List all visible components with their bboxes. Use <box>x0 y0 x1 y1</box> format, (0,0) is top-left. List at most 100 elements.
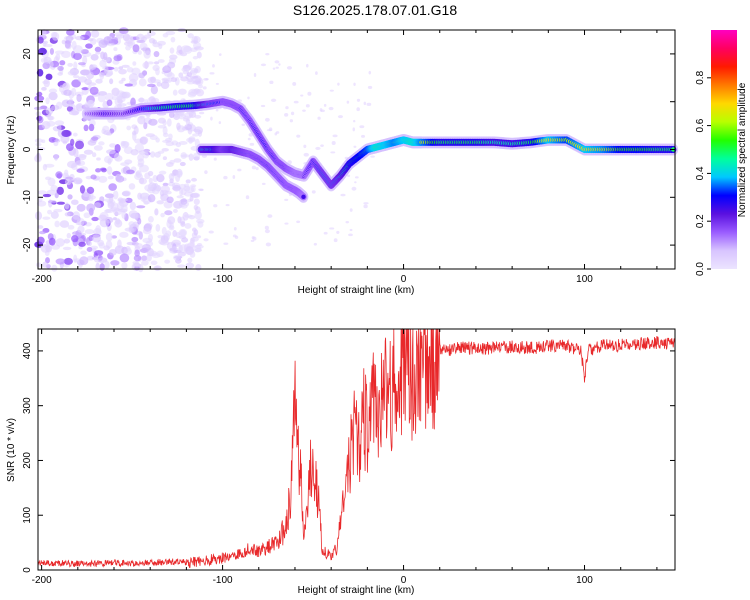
heatmap-cell <box>223 175 228 180</box>
heatmap-cell <box>185 262 195 269</box>
heatmap-cell <box>203 238 209 242</box>
heatmap-cell <box>55 171 63 179</box>
heatmap-cell <box>301 194 306 200</box>
heatmap-cell <box>215 108 219 112</box>
heatmap-cell <box>111 235 118 239</box>
heatmap-cell <box>223 242 229 245</box>
heatmap-cell <box>124 227 134 232</box>
heatmap-cell <box>128 73 139 83</box>
heatmap-cell <box>150 97 160 104</box>
colorbar-tick-label: 0.2 <box>695 214 706 228</box>
heatmap-cell <box>121 64 130 68</box>
heatmap-cell <box>80 250 87 256</box>
heatmap-cell <box>78 241 86 247</box>
heatmap-cell <box>213 157 217 161</box>
y-tick-label: 20 <box>22 48 33 60</box>
snr-axes: -200 -100 0 100 0 100 200 300 400 <box>22 329 675 586</box>
heatmap-cell <box>133 125 139 135</box>
heatmap-cell <box>65 176 74 180</box>
heatmap-cell <box>87 99 95 107</box>
heatmap-cell <box>317 116 321 120</box>
heatmap-cell <box>323 231 328 235</box>
heatmap-cell <box>71 235 79 243</box>
spectrogram-xlabel: Height of straight line (km) <box>298 285 415 296</box>
heatmap-cell <box>104 260 110 269</box>
heatmap-cell <box>114 152 121 161</box>
heatmap-cell <box>354 181 357 184</box>
heatmap-cell <box>173 158 182 163</box>
heatmap-cell <box>333 238 338 243</box>
heatmap-cell <box>47 200 57 204</box>
heatmap-cell <box>142 152 149 159</box>
heatmap-cell <box>210 116 213 121</box>
heatmap-cell <box>34 95 45 102</box>
heatmap-cell <box>275 66 279 69</box>
x-tick-label: -200 <box>32 274 52 285</box>
heatmap-cell <box>225 204 230 207</box>
heatmap-cell <box>284 222 289 225</box>
heatmap-cell <box>47 209 53 215</box>
heatmap-cell <box>337 82 340 86</box>
heatmap-cell <box>150 85 158 95</box>
heatmap-cell <box>95 225 102 234</box>
heatmap-cell <box>42 62 50 70</box>
heatmap-cell <box>180 221 186 227</box>
heatmap-cell <box>285 106 289 110</box>
heatmap-cell <box>95 51 101 55</box>
heatmap-cell <box>59 60 66 66</box>
heatmap-cell <box>154 208 159 216</box>
heatmap-cell <box>79 185 85 194</box>
heatmap-cell <box>121 262 128 269</box>
heatmap-cell <box>126 125 132 131</box>
spectrogram-ylabel: Frequency (Hz) <box>6 116 17 185</box>
heatmap-cell <box>131 236 139 243</box>
heatmap-cell <box>123 247 132 256</box>
colorbar-tick-label: 0.4 <box>695 166 706 180</box>
heatmap-cell <box>45 73 53 81</box>
heatmap-cell <box>192 55 199 60</box>
heatmap-cell <box>117 239 122 249</box>
heatmap-cell <box>247 137 251 141</box>
x-tick-label: 0 <box>401 274 407 285</box>
heatmap-cell <box>54 138 61 143</box>
heatmap-cell <box>340 193 346 197</box>
heatmap-cell <box>38 196 43 203</box>
heatmap-cell <box>134 249 140 257</box>
heatmap-cell <box>95 78 103 84</box>
heatmap-cell <box>91 136 99 141</box>
heatmap-cell <box>311 190 316 194</box>
heatmap-cell <box>85 43 93 49</box>
heatmap-cell <box>162 33 169 38</box>
heatmap-cell <box>345 220 350 224</box>
heatmap-cell <box>55 238 65 247</box>
heatmap-cell <box>125 45 131 51</box>
heatmap-cell <box>194 126 203 135</box>
heatmap-cell <box>66 232 72 239</box>
heatmap-cell <box>209 72 215 75</box>
heatmap-cell <box>86 255 95 261</box>
heatmap-cell <box>98 214 108 222</box>
heatmap-cell <box>81 87 89 91</box>
y-tick-label: -20 <box>22 237 33 252</box>
heatmap-cell <box>331 141 336 145</box>
heatmap-cell <box>253 73 257 78</box>
heatmap-cell <box>162 126 168 135</box>
heatmap-cell <box>178 141 188 145</box>
heatmap-cell <box>140 47 151 51</box>
heatmap-cell <box>141 260 149 266</box>
colorbar-tick-label: 0.0 <box>695 262 706 276</box>
heatmap-cell <box>197 221 204 228</box>
heatmap-cell <box>330 151 336 154</box>
heatmap-cell <box>183 185 191 192</box>
snr-ylabel: SNR (10 * v/v) <box>6 418 17 482</box>
heatmap-cell <box>150 260 158 266</box>
colorbar-label: Normalized spectral amplitude <box>737 82 748 217</box>
heatmap-cell <box>191 89 202 95</box>
y-tick-label: 0 <box>22 567 33 573</box>
heatmap-cell <box>93 145 103 151</box>
heatmap-cell <box>83 124 89 132</box>
snr-panel: -200 -100 0 100 0 100 200 300 400 Height of stra… <box>6 328 676 596</box>
heatmap-cell <box>165 230 172 237</box>
heatmap-cell <box>356 98 361 102</box>
